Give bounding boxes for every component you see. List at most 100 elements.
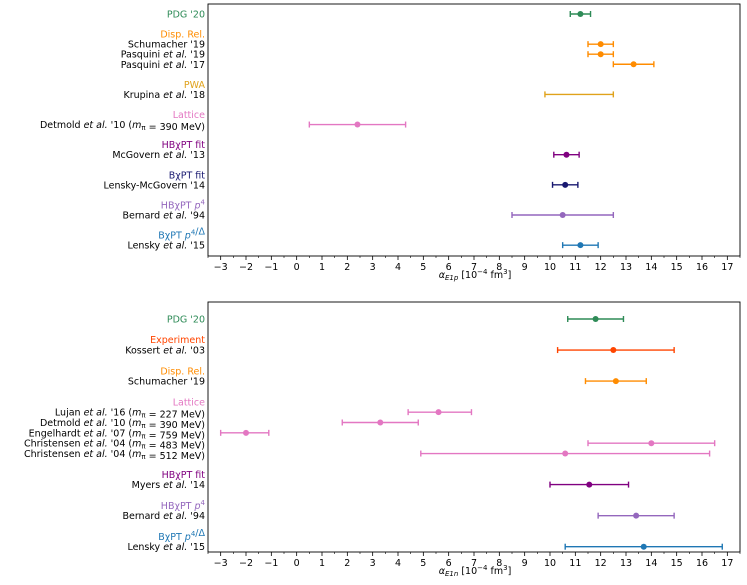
- x-tick-label: 10: [544, 558, 556, 569]
- data-point: [586, 481, 593, 488]
- plot-frame: [207, 301, 741, 553]
- x-axis: −3 −2 −1 0 1 2 3 4 5 6 7 8 9 10 11 12 13 14 15 16 17: [207, 552, 741, 569]
- data-point: [577, 242, 584, 249]
- x-tick-label: 5: [420, 558, 426, 569]
- x-tick-label: 17: [721, 558, 733, 569]
- entry-label: Detmold et al. '10 (mπ = 390 MeV): [40, 120, 205, 133]
- x-tick-label: 4: [395, 262, 401, 273]
- x-tick-label: 6: [446, 262, 452, 273]
- x-tick-label: −3: [214, 558, 228, 569]
- x-tick-label: 3: [370, 262, 376, 273]
- group-title: Experiment: [150, 335, 205, 346]
- x-tick-label: −3: [214, 262, 228, 273]
- entry-label: Bernard et al. '94: [122, 511, 205, 522]
- x-tick-label: −2: [239, 558, 253, 569]
- x-tick-label: 5: [420, 262, 426, 273]
- x-tick-label: 14: [645, 262, 657, 273]
- x-tick-label: 8: [496, 262, 502, 273]
- entry-label: Lensky-McGovern '14: [103, 180, 205, 191]
- group-title: Lattice: [173, 110, 205, 121]
- group-disp-rel-: Disp. Rel.Schumacher '19: [128, 366, 647, 388]
- x-tick-label: 7: [471, 262, 477, 273]
- x-tick-label: 13: [620, 558, 632, 569]
- x-tick-label: 17: [721, 262, 733, 273]
- group-title: PDG '20: [167, 10, 205, 21]
- x-tick-label: 11: [569, 262, 581, 273]
- plot-frame: [207, 3, 741, 257]
- entry-label: Krupina et al. '18: [123, 90, 205, 101]
- x-tick-label: 9: [522, 558, 528, 569]
- data-point: [648, 440, 655, 447]
- x-axis-label: αE1p [10−4 fm3]: [439, 268, 512, 282]
- data-point: [377, 419, 384, 426]
- data-point: [562, 181, 569, 188]
- x-tick-label: 0: [294, 558, 300, 569]
- entry-label: Pasquini et al. '17: [121, 60, 205, 71]
- group-title: HBχPT fit: [162, 470, 206, 481]
- x-tick-label: −1: [264, 558, 278, 569]
- x-tick-label: 0: [294, 262, 300, 273]
- x-tick-label: 12: [595, 558, 607, 569]
- entry-label: Kossert et al. '03: [125, 346, 205, 357]
- group-title: HBχPT fit: [162, 140, 206, 151]
- entry-label: Lensky et al. '15: [127, 241, 205, 252]
- data-point: [354, 121, 361, 128]
- x-tick-label: 7: [471, 558, 477, 569]
- entry-label: Schumacher '19: [128, 40, 205, 51]
- x-tick-label: 16: [696, 262, 708, 273]
- group-title: BχPT fit: [169, 170, 206, 181]
- group-title: Disp. Rel.: [160, 30, 205, 41]
- group-title: Lattice: [173, 397, 205, 408]
- data-point: [435, 409, 442, 416]
- x-tick-label: 6: [446, 558, 452, 569]
- data-point: [610, 347, 617, 354]
- entry-label: Bernard et al. '94: [122, 211, 205, 222]
- group-title: HBχPT p4: [161, 499, 206, 512]
- entry-label: Pasquini et al. '19: [121, 50, 205, 61]
- entry-label: Christensen et al. '04 (mπ = 512 MeV): [24, 449, 205, 462]
- data-point: [597, 41, 604, 48]
- x-tick-label: 12: [595, 262, 607, 273]
- group-title: BχPT p4/Δ: [158, 227, 205, 242]
- x-tick-label: 11: [569, 558, 581, 569]
- group-title: PWA: [184, 80, 206, 91]
- x-tick-label: 8: [496, 558, 502, 569]
- data-point: [597, 51, 604, 58]
- x-tick-label: 2: [344, 262, 350, 273]
- data-point: [563, 151, 570, 158]
- x-tick-label: 13: [620, 262, 632, 273]
- x-tick-label: 4: [395, 558, 401, 569]
- x-tick-label: −1: [264, 262, 278, 273]
- group-title: Disp. Rel.: [160, 366, 205, 377]
- x-tick-label: 14: [645, 558, 657, 569]
- x-tick-label: 10: [544, 262, 556, 273]
- x-tick-label: 15: [671, 262, 683, 273]
- group-title: PDG '20: [167, 315, 205, 326]
- group-title: HBχPT p4: [161, 198, 206, 211]
- data-point: [577, 11, 584, 17]
- data-point: [592, 316, 599, 322]
- group-pdg-20: PDG '20: [167, 315, 625, 326]
- entry-label: Engelhardt et al. '07 (mπ = 759 MeV): [29, 428, 205, 441]
- x-tick-label: 1: [319, 262, 325, 273]
- x-tick-label: 3: [370, 558, 376, 569]
- data-point: [243, 429, 249, 436]
- data-point: [630, 61, 637, 68]
- data-point: [562, 450, 569, 457]
- x-tick-label: 16: [696, 558, 708, 569]
- x-tick-label: −2: [239, 262, 253, 273]
- entry-label: Schumacher '19: [128, 377, 205, 388]
- entry-label: Lujan et al. '16 (mπ = 227 MeV): [55, 408, 205, 421]
- x-axis-label: αE1n [10−4 fm3]: [439, 564, 512, 578]
- x-tick-label: 2: [344, 558, 350, 569]
